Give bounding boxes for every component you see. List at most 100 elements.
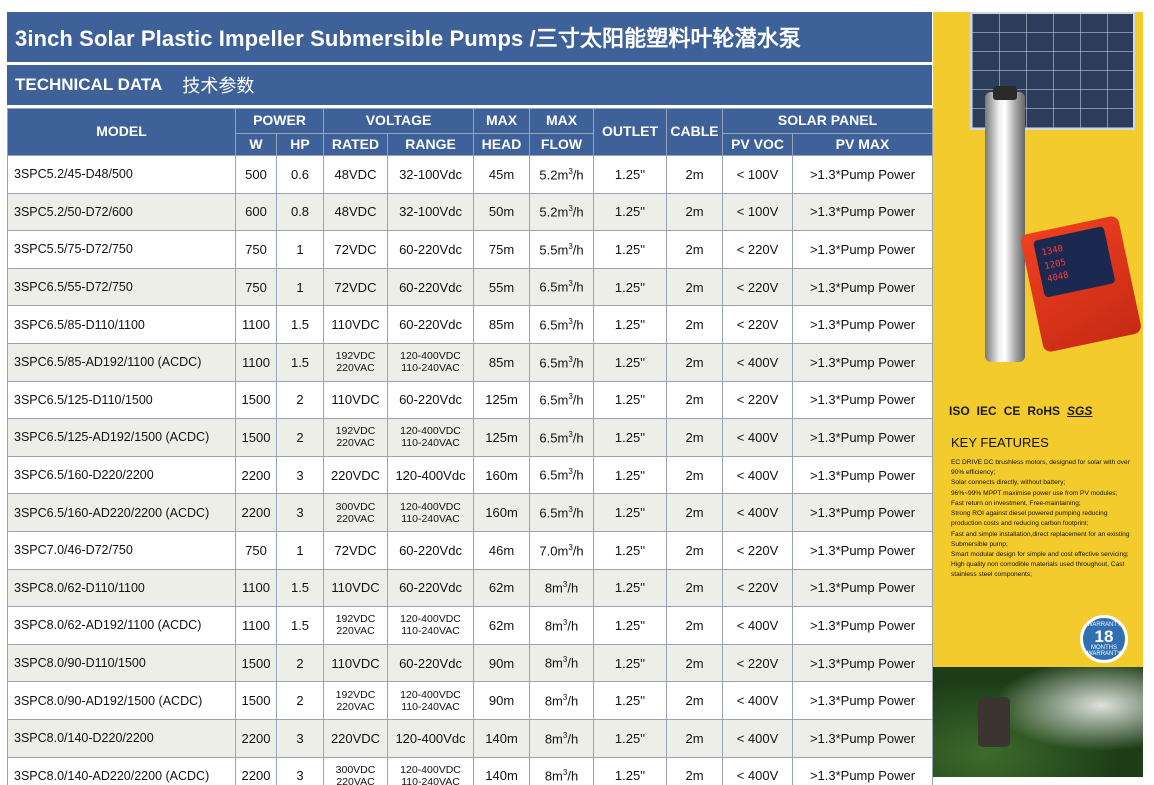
key-feature-item: Fast and simple installation,direct repl…	[951, 530, 1130, 548]
section-title-en: TECHNICAL DATA	[15, 75, 163, 94]
flow-unit-tail: /h	[572, 354, 584, 370]
cell-cable: 2m	[666, 418, 724, 457]
cell-flow: 7.0m3/h	[529, 530, 595, 570]
cell-w: 1500	[235, 380, 277, 420]
flow-value: 6.5m	[539, 505, 569, 521]
table-row: 3SPC8.0/90-AD192/1500 (ACDC) 1500 2 192VDC 2…	[7, 681, 934, 720]
cell-pvmax: >1.3*Pump Power	[792, 230, 934, 269]
cell-flow: 6.5m3/h	[529, 455, 595, 495]
table-row: 3SPC6.5/85-D110/1100 1100 1.5 110VDC 60-220V…	[7, 305, 934, 344]
cell-hp: 0.8	[275, 192, 325, 232]
flow-value: 6.5m	[539, 317, 569, 333]
flow-unit-tail: /h	[567, 730, 579, 746]
cell-flow: 6.5m3/h	[529, 342, 595, 382]
cell-pvmax: >1.3*Pump Power	[792, 681, 934, 720]
cell-outlet: 1.25''	[593, 643, 668, 683]
table-row: 3SPC8.0/62-D110/1100 1100 1.5 110VDC 60-220V…	[7, 568, 934, 608]
table-body: 3SPC5.2/45-D48/500 500 0.6 48VDC 32-100Vdc 45…	[7, 155, 934, 785]
header-outlet: OUTLET	[593, 108, 668, 156]
cell-model: 3SPC6.5/160-AD220/2200 (ACDC)	[7, 493, 236, 532]
cell-rated: 192VDC 220VAC	[323, 342, 389, 382]
header-max-head-1: MAX	[473, 108, 531, 134]
flow-unit-tail: /h	[567, 768, 579, 784]
cell-w: 1500	[235, 681, 277, 720]
cell-head: 85m	[473, 305, 531, 344]
cell-rated-line: 220VAC	[336, 775, 375, 785]
cell-model: 3SPC6.5/125-AD192/1500 (ACDC)	[7, 418, 236, 457]
iso-logo: ISO	[949, 404, 970, 418]
cell-flow: 5.2m3/h	[529, 192, 595, 232]
cell-voc: < 220V	[722, 230, 794, 269]
header-power-w: W	[235, 133, 277, 156]
cell-hp: 3	[275, 718, 325, 758]
cell-w: 750	[235, 230, 277, 269]
flow-value: 6.5m	[539, 354, 569, 370]
flow-unit-exponent: 3	[562, 617, 568, 627]
cell-model: 3SPC5.5/75-D72/750	[7, 230, 236, 269]
cell-w: 1100	[235, 606, 277, 645]
product-side-panel: 1340 1205 4048 ISO IEC CE RoHS SGS KEY F…	[933, 12, 1143, 667]
cell-flow: 8m3/h	[529, 643, 595, 683]
cell-voc: < 400V	[722, 342, 794, 382]
cell-model: 3SPC8.0/90-D110/1500	[7, 643, 236, 683]
cell-range-line: 120-400VDC	[400, 688, 461, 701]
cell-range-line: 120-400VDC	[400, 763, 461, 776]
flow-unit-exponent: 3	[568, 542, 573, 552]
flow-unit-exponent: 3	[568, 166, 573, 176]
cell-range: 60-220Vdc	[387, 267, 475, 307]
cell-range: 120-400VDC 110-240VAC	[387, 342, 475, 382]
cell-range: 120-400VDC 110-240VAC	[387, 681, 475, 720]
cell-pvmax: >1.3*Pump Power	[792, 267, 934, 307]
key-feature-item: EC DRIVE DC brushless motors, designed f…	[951, 459, 1130, 477]
cell-flow: 8m3/h	[529, 568, 595, 608]
cell-w: 750	[235, 267, 277, 307]
cell-range-line: 110-240VAC	[401, 700, 460, 713]
flow-value: 5.5m	[539, 242, 569, 258]
controller-image: 1340 1205 4048	[1019, 214, 1143, 354]
cell-outlet: 1.25''	[593, 155, 668, 194]
cell-rated: 220VDC	[323, 455, 389, 495]
warranty-unit: MONTHS	[1091, 644, 1117, 651]
flow-unit-tail: /h	[572, 242, 584, 258]
cell-pvmax: >1.3*Pump Power	[792, 192, 934, 232]
cell-w: 1500	[235, 643, 277, 683]
cell-outlet: 1.25''	[593, 493, 668, 532]
cell-range: 120-400VDC 110-240VAC	[387, 493, 475, 532]
cell-range-line: 120-400VDC	[400, 425, 461, 438]
cell-flow: 6.5m3/h	[529, 267, 595, 307]
cell-w: 750	[235, 530, 277, 570]
cell-cable: 2m	[666, 530, 724, 570]
cell-head: 90m	[473, 643, 531, 683]
cell-range-line: 32-100Vdc	[399, 166, 462, 182]
cell-head: 125m	[473, 418, 531, 457]
cell-cable: 2m	[666, 606, 724, 645]
header-voltage: VOLTAGE	[323, 108, 475, 134]
section-title: TECHNICAL DATA 技术参数	[7, 65, 932, 105]
cell-pvmax: >1.3*Pump Power	[792, 756, 934, 785]
cell-voc: < 220V	[722, 643, 794, 683]
cell-flow: 6.5m3/h	[529, 418, 595, 457]
cell-voc: < 400V	[722, 718, 794, 758]
cell-pvmax: >1.3*Pump Power	[792, 718, 934, 758]
flow-value: 6.5m	[539, 467, 569, 483]
cell-w: 2200	[235, 718, 277, 758]
cell-cable: 2m	[666, 342, 724, 382]
flow-value: 8m	[544, 693, 563, 709]
cell-hp: 2	[275, 643, 325, 683]
table-row: 3SPC6.5/160-D220/2200 2200 3 220VDC 120-400V…	[7, 455, 934, 495]
header-voltage-range: RANGE	[387, 133, 475, 156]
cell-outlet: 1.25''	[593, 305, 668, 344]
cell-rated-line: 220VAC	[336, 512, 375, 525]
cell-rated-line: 48VDC	[334, 166, 377, 182]
cell-outlet: 1.25''	[593, 530, 668, 570]
cell-outlet: 1.25''	[593, 606, 668, 645]
flow-unit-tail: /h	[567, 655, 579, 671]
cell-flow: 6.5m3/h	[529, 380, 595, 420]
cell-voc: < 220V	[722, 568, 794, 608]
ce-logo: CE	[1003, 404, 1021, 418]
table-row: 3SPC5.2/50-D72/600 600 0.8 48VDC 32-100Vdc 50…	[7, 192, 934, 232]
cell-model: 3SPC6.5/125-D110/1500	[7, 380, 236, 420]
cell-outlet: 1.25''	[593, 718, 668, 758]
cell-range-line: 110-240VAC	[401, 512, 460, 525]
cell-cable: 2m	[666, 192, 724, 232]
